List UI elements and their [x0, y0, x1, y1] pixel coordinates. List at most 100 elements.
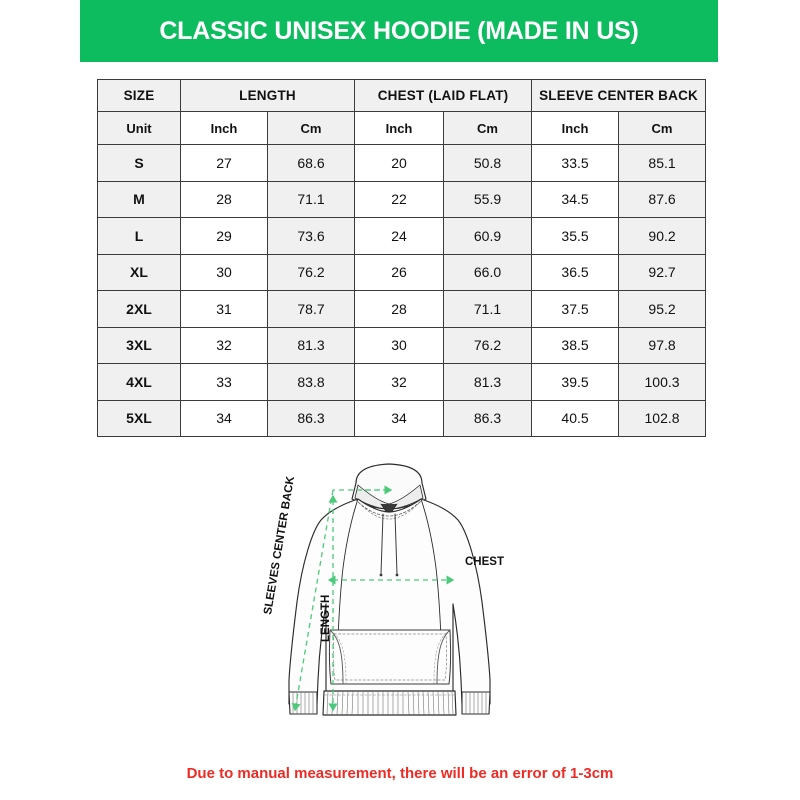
- cuff-right: [461, 691, 491, 715]
- measurement-disclaimer: Due to manual measurement, there will be…: [186, 765, 614, 782]
- column-group-length: LENGTH: [179, 79, 356, 112]
- cell-length-in: 32: [180, 326, 268, 364]
- cell-chest-cm: 50.8: [443, 144, 533, 182]
- cell-sleeve-cm: 92.7: [618, 253, 707, 291]
- cell-sleeve-cm: 100.3: [618, 363, 707, 401]
- unit-header-sleeve-in: Inch: [531, 111, 620, 145]
- cell-size: S: [97, 144, 181, 182]
- cell-size: M: [97, 180, 181, 218]
- cell-sleeve-cm: 95.2: [618, 290, 707, 328]
- pocket-opening-right-stitch: [433, 632, 447, 684]
- cell-chest-cm: 60.9: [443, 217, 533, 255]
- cell-length-cm: 78.7: [266, 290, 356, 328]
- cell-chest-in: 20: [354, 144, 445, 182]
- length-label: LENGTH: [320, 595, 332, 642]
- cell-size: L: [97, 217, 181, 255]
- cell-length-cm: 86.3: [266, 399, 356, 437]
- drawstring-tip-left: [379, 573, 383, 577]
- cell-chest-in: 30: [354, 326, 445, 364]
- cell-chest-cm: 55.9: [443, 180, 533, 218]
- hood-inner: [354, 484, 424, 510]
- cell-sleeve-cm: 97.8: [618, 326, 707, 364]
- cell-length-in: 30: [180, 253, 268, 291]
- cell-chest-in: 32: [354, 363, 445, 401]
- cell-length-in: 27: [180, 144, 268, 182]
- cell-sleeve-cm: 85.1: [618, 144, 707, 182]
- table-row: L 29 73.6 24 60.9 35.5 90.2: [97, 217, 707, 255]
- table-row: 2XL 31 78.7 28 71.1 37.5 95.2: [97, 290, 707, 328]
- cell-chest-in: 24: [354, 217, 445, 255]
- column-group-chest: CHEST (LAID FLAT): [354, 79, 533, 112]
- cell-sleeve-cm: 87.6: [618, 180, 707, 218]
- cell-length-cm: 73.6: [266, 217, 356, 255]
- cell-size: 2XL: [97, 290, 181, 328]
- cell-chest-cm: 86.3: [443, 399, 533, 437]
- measurement-guides: [291, 485, 455, 712]
- cell-chest-in: 28: [354, 290, 445, 328]
- cell-size: 4XL: [97, 363, 181, 401]
- cell-sleeve-cm: 102.8: [618, 399, 707, 437]
- unit-header-chest-cm: Cm: [443, 111, 533, 145]
- cell-chest-cm: 81.3: [443, 363, 533, 401]
- drawstring-tip-right: [395, 573, 399, 577]
- unit-header-size: Unit: [97, 111, 181, 145]
- table-group-header-row: SIZE LENGTH CHEST (LAID FLAT) SLEEVE CEN…: [97, 79, 707, 112]
- cell-length-in: 28: [180, 180, 268, 218]
- size-table-body: S 27 68.6 20 50.8 33.5 85.1 M 28 71.1 22…: [97, 144, 707, 437]
- cell-sleeve-in: 34.5: [531, 180, 620, 218]
- column-group-sleeve: SLEEVE CENTER BACK: [531, 79, 707, 112]
- cell-length-in: 34: [180, 399, 268, 437]
- sleeve-guide-diagonal: [291, 489, 334, 712]
- cell-sleeve-in: 38.5: [531, 326, 620, 364]
- waistband: [322, 690, 457, 716]
- unit-header-length-in: Inch: [180, 111, 268, 145]
- cell-sleeve-in: 39.5: [531, 363, 620, 401]
- cell-length-cm: 71.1: [266, 180, 356, 218]
- cell-size: 3XL: [97, 326, 181, 364]
- cell-size: 5XL: [97, 399, 181, 437]
- cell-length-in: 33: [180, 363, 268, 401]
- cell-sleeve-in: 40.5: [531, 399, 620, 437]
- page-title: CLASSIC UNISEX HOODIE (MADE IN US): [159, 16, 639, 45]
- table-row: 4XL 33 83.8 32 81.3 39.5 100.3: [97, 363, 707, 401]
- collar-stitch: [354, 498, 424, 517]
- cell-length-cm: 68.6: [266, 144, 356, 182]
- cell-length-cm: 83.8: [266, 363, 356, 401]
- sleeves-center-back-label: SLEEVES CENTER BACK: [262, 475, 297, 616]
- table-row: 5XL 34 86.3 34 86.3 40.5 102.8: [97, 399, 707, 437]
- unit-header-length-cm: Cm: [266, 111, 356, 145]
- cell-sleeve-cm: 90.2: [618, 217, 707, 255]
- unit-header-chest-in: Inch: [354, 111, 445, 145]
- cell-size: XL: [97, 253, 181, 291]
- table-row: XL 30 76.2 26 66.0 36.5 92.7: [97, 253, 707, 291]
- cuff-right-ribbing: [465, 692, 487, 714]
- hoodie-illustration: [288, 463, 491, 716]
- table-row: S 27 68.6 20 50.8 33.5 85.1: [97, 144, 707, 182]
- table-row: M 28 71.1 22 55.9 34.5 87.6: [97, 180, 707, 218]
- cell-length-in: 29: [180, 217, 268, 255]
- drawstring-right: [394, 513, 398, 575]
- cell-length-cm: 76.2: [266, 253, 356, 291]
- table-row: 3XL 32 81.3 30 76.2 38.5 97.8: [97, 326, 707, 364]
- pocket-opening-right: [436, 629, 451, 685]
- cell-sleeve-in: 37.5: [531, 290, 620, 328]
- cell-sleeve-in: 35.5: [531, 217, 620, 255]
- unit-header-sleeve-cm: Cm: [618, 111, 707, 145]
- header-banner: CLASSIC UNISEX HOODIE (MADE IN US): [80, 0, 718, 62]
- cell-chest-cm: 71.1: [443, 290, 533, 328]
- cell-sleeve-in: 33.5: [531, 144, 620, 182]
- kangaroo-pocket: [328, 629, 452, 685]
- cell-chest-in: 26: [354, 253, 445, 291]
- column-group-size: SIZE: [97, 79, 181, 112]
- table-unit-header-row: Unit Inch Cm Inch Cm Inch Cm: [97, 111, 707, 145]
- cell-chest-in: 34: [354, 399, 445, 437]
- cell-length-in: 31: [180, 290, 268, 328]
- chest-label: CHEST: [465, 556, 504, 568]
- cell-chest-cm: 76.2: [443, 326, 533, 364]
- drawstring-left: [380, 513, 384, 575]
- cell-length-cm: 81.3: [266, 326, 356, 364]
- hoodie-measurement-diagram: CHEST LENGTH SLEEVES CENTER BACK: [255, 452, 555, 757]
- collar-stitch-2: [358, 502, 420, 520]
- cell-chest-cm: 66.0: [443, 253, 533, 291]
